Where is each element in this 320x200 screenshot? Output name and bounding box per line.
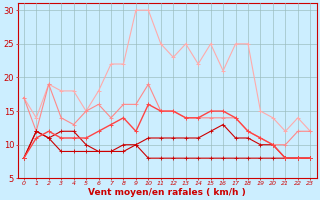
- X-axis label: Vent moyen/en rafales ( km/h ): Vent moyen/en rafales ( km/h ): [88, 188, 246, 197]
